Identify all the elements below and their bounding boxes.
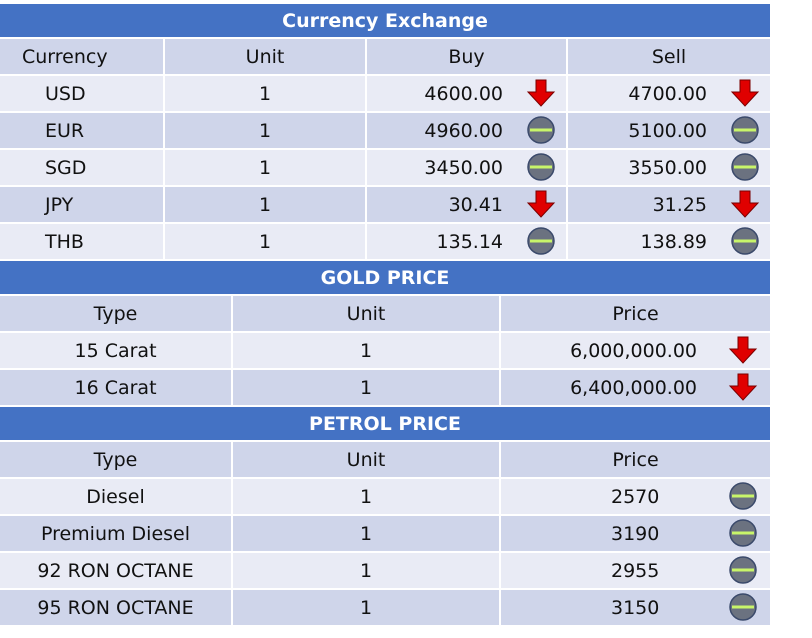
currency-sell-cell: 31.25	[568, 187, 770, 222]
currency-row: EUR 1 4960.00 5100.00	[0, 113, 770, 150]
unchanged-icon	[728, 481, 758, 511]
gold-price-col-header: Price	[612, 302, 659, 325]
petrol-row: Diesel 1 2570	[0, 479, 770, 516]
gold-section-title: GOLD PRICE	[0, 261, 770, 296]
currency-buy-value: 135.14	[436, 230, 503, 253]
petrol-price-cell: 3150	[501, 590, 770, 625]
petrol-price-cell: 2955	[501, 553, 770, 588]
petrol-price-value: 3150	[611, 596, 660, 619]
petrol-unit: 1	[233, 553, 501, 588]
petrol-price-value: 3190	[611, 522, 660, 545]
unchanged-icon	[526, 152, 556, 182]
unchanged-icon	[728, 555, 758, 585]
currency-sell-value: 4700.00	[628, 82, 707, 105]
petrol-unit: 1	[233, 516, 501, 551]
currency-sell-value: 138.89	[640, 230, 707, 253]
currency-sell-value: 31.25	[652, 193, 707, 216]
currency-buy-value: 4600.00	[424, 82, 503, 105]
currency-unit: 1	[165, 187, 367, 222]
currency-buy-cell: 4960.00	[367, 113, 568, 148]
currency-row: THB 1 135.14 138.89	[0, 224, 770, 261]
buy-col-header: Buy	[367, 39, 568, 74]
gold-price-value: 6,400,000.00	[570, 376, 697, 399]
petrol-type: Premium Diesel	[0, 516, 233, 551]
gold-price-cell: 6,000,000.00	[501, 333, 770, 368]
currency-sell-cell: 4700.00	[568, 76, 770, 111]
gold-type: 15 Carat	[0, 333, 233, 368]
petrol-row: 92 RON OCTANE 1 2955	[0, 553, 770, 590]
unchanged-icon	[526, 226, 556, 256]
currency-section-title: Currency Exchange	[0, 4, 770, 39]
currency-buy-value: 4960.00	[424, 119, 503, 142]
petrol-price-value: 2570	[611, 485, 660, 508]
petrol-price-cell: 2570	[501, 479, 770, 514]
price-board: Currency Exchange Currency Unit Buy Sell…	[0, 4, 770, 627]
currency-buy-value: 30.41	[448, 193, 503, 216]
gold-price-value: 6,000,000.00	[570, 339, 697, 362]
petrol-type-col-header: Type	[0, 442, 233, 477]
currency-code: SGD	[0, 150, 165, 185]
currency-buy-cell: 3450.00	[367, 150, 568, 185]
petrol-price-col-header: Price	[612, 448, 659, 471]
currency-header-row: Currency Unit Buy Sell	[0, 39, 770, 76]
currency-sell-cell: 138.89	[568, 224, 770, 259]
petrol-row: 95 RON OCTANE 1 3150	[0, 590, 770, 627]
unchanged-icon	[730, 226, 760, 256]
petrol-type: 92 RON OCTANE	[0, 553, 233, 588]
petrol-unit: 1	[233, 590, 501, 625]
unchanged-icon	[728, 518, 758, 548]
currency-row: JPY 1 30.41 31.25	[0, 187, 770, 224]
petrol-unit-col-header: Unit	[233, 442, 501, 477]
currency-sell-value: 3550.00	[628, 156, 707, 179]
currency-buy-cell: 135.14	[367, 224, 568, 259]
petrol-price-value: 2955	[611, 559, 660, 582]
petrol-section-title: PETROL PRICE	[0, 407, 770, 442]
currency-unit: 1	[165, 150, 367, 185]
currency-sell-cell: 3550.00	[568, 150, 770, 185]
petrol-header-row: Type Unit Price	[0, 442, 770, 479]
currency-unit: 1	[165, 76, 367, 111]
petrol-unit: 1	[233, 479, 501, 514]
down-arrow-icon	[526, 78, 556, 108]
currency-buy-cell: 30.41	[367, 187, 568, 222]
petrol-type: Diesel	[0, 479, 233, 514]
unchanged-icon	[526, 115, 556, 145]
gold-unit-col-header: Unit	[233, 296, 501, 331]
petrol-type: 95 RON OCTANE	[0, 590, 233, 625]
unchanged-icon	[730, 115, 760, 145]
down-arrow-icon	[728, 372, 758, 402]
down-arrow-icon	[730, 189, 760, 219]
currency-buy-value: 3450.00	[424, 156, 503, 179]
currency-code: JPY	[0, 187, 165, 222]
currency-buy-cell: 4600.00	[367, 76, 568, 111]
gold-type: 16 Carat	[0, 370, 233, 405]
gold-unit: 1	[233, 370, 501, 405]
currency-row: SGD 1 3450.00 3550.00	[0, 150, 770, 187]
gold-row: 16 Carat 1 6,400,000.00	[0, 370, 770, 407]
currency-unit: 1	[165, 113, 367, 148]
unit-col-header: Unit	[165, 39, 367, 74]
currency-sell-cell: 5100.00	[568, 113, 770, 148]
petrol-price-cell: 3190	[501, 516, 770, 551]
unchanged-icon	[730, 152, 760, 182]
down-arrow-icon	[730, 78, 760, 108]
petrol-row: Premium Diesel 1 3190	[0, 516, 770, 553]
gold-header-row: Type Unit Price	[0, 296, 770, 333]
down-arrow-icon	[526, 189, 556, 219]
gold-price-cell: 6,400,000.00	[501, 370, 770, 405]
down-arrow-icon	[728, 335, 758, 365]
unchanged-icon	[728, 592, 758, 622]
currency-sell-value: 5100.00	[628, 119, 707, 142]
currency-row: USD 1 4600.00 4700.00	[0, 76, 770, 113]
currency-col-header: Currency	[0, 39, 165, 74]
currency-code: THB	[0, 224, 165, 259]
currency-unit: 1	[165, 224, 367, 259]
currency-code: EUR	[0, 113, 165, 148]
gold-unit: 1	[233, 333, 501, 368]
gold-type-col-header: Type	[0, 296, 233, 331]
currency-code: USD	[0, 76, 165, 111]
sell-col-header: Sell	[651, 45, 687, 68]
gold-row: 15 Carat 1 6,000,000.00	[0, 333, 770, 370]
